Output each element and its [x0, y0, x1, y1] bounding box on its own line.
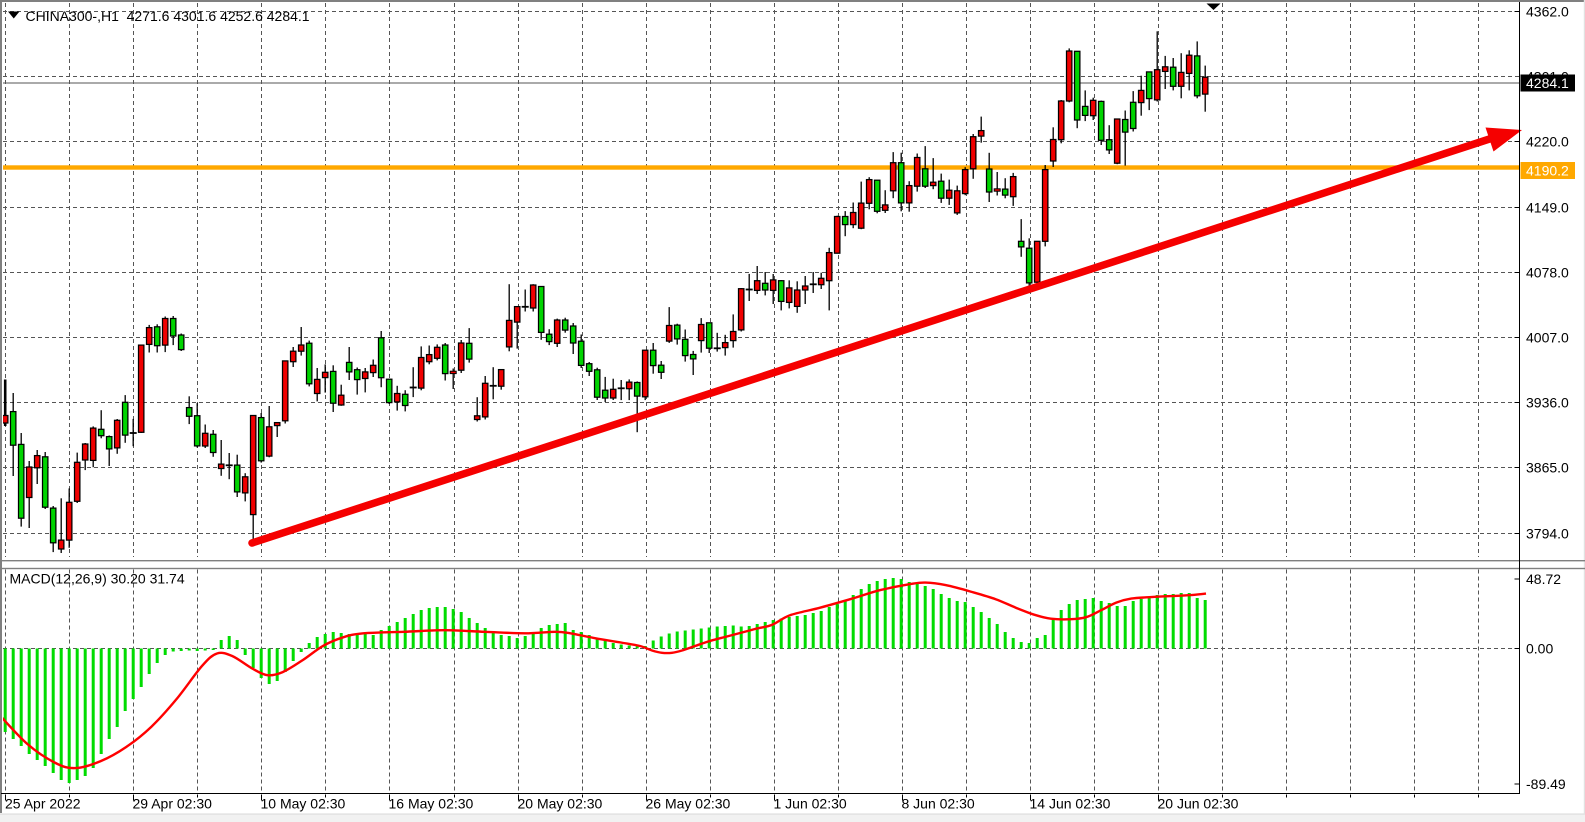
- svg-text:29 Apr 02:30: 29 Apr 02:30: [133, 796, 213, 812]
- svg-text:4284.1: 4284.1: [1526, 75, 1569, 91]
- svg-text:4078.0: 4078.0: [1526, 265, 1569, 281]
- svg-text:25 Apr 2022: 25 Apr 2022: [5, 796, 81, 812]
- svg-text:3936.0: 3936.0: [1526, 395, 1569, 411]
- svg-text:8 Jun 02:30: 8 Jun 02:30: [902, 796, 975, 812]
- svg-text:48.72: 48.72: [1526, 571, 1561, 587]
- svg-text:26 May 02:30: 26 May 02:30: [646, 796, 731, 812]
- svg-text:3865.0: 3865.0: [1526, 460, 1569, 476]
- svg-text:10 May 02:30: 10 May 02:30: [261, 796, 346, 812]
- svg-text:1 Jun 02:30: 1 Jun 02:30: [774, 796, 847, 812]
- svg-text:4220.0: 4220.0: [1526, 134, 1569, 150]
- svg-text:4190.2: 4190.2: [1526, 163, 1569, 179]
- svg-text:16 May 02:30: 16 May 02:30: [389, 796, 474, 812]
- svg-text:-89.49: -89.49: [1526, 776, 1566, 792]
- svg-text:3794.0: 3794.0: [1526, 526, 1569, 542]
- svg-text:MACD(12,26,9) 30.20 31.74: MACD(12,26,9) 30.20 31.74: [10, 571, 185, 587]
- svg-text:14 Jun 02:30: 14 Jun 02:30: [1030, 796, 1111, 812]
- svg-text:20 May 02:30: 20 May 02:30: [518, 796, 603, 812]
- svg-text:4362.0: 4362.0: [1526, 4, 1569, 20]
- svg-text:CHINA300-,H1 4271.6 4301.6 42: CHINA300-,H1 4271.6 4301.6 4252.6 4284.1: [26, 8, 310, 24]
- svg-text:20 Jun 02:30: 20 Jun 02:30: [1158, 796, 1239, 812]
- svg-text:0.00: 0.00: [1526, 641, 1553, 657]
- svg-text:4149.0: 4149.0: [1526, 200, 1569, 216]
- svg-text:4007.0: 4007.0: [1526, 330, 1569, 346]
